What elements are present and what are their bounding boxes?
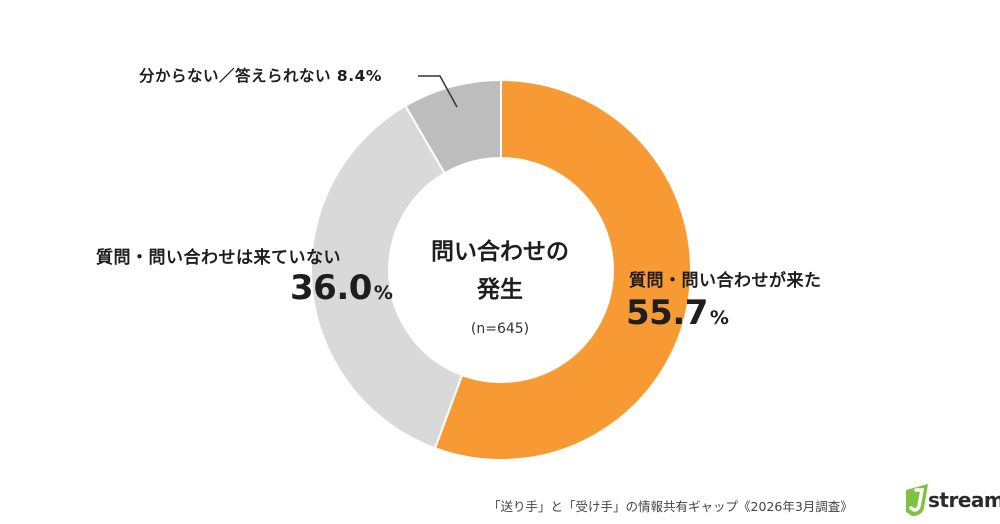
donut-slice-not-came: [310, 104, 464, 450]
source-footnote: 「送り手」と「受け手」の情報共有ギャップ《2026年3月調査》: [488, 499, 853, 514]
slice-label-not-came: 質問・問い合わせは来ていない: [96, 248, 341, 268]
slice-label-came: 質問・問い合わせが来た: [629, 271, 822, 291]
donut-slice-came: [433, 78, 692, 461]
slice-value-not-came-number: 36.0: [290, 268, 372, 308]
donut-slice-unknown: [404, 78, 502, 175]
slice-label-unknown: 分からない／答えられない 8.4%: [139, 64, 382, 86]
center-title-line2: 発生: [477, 277, 523, 303]
jstream-j-mark-icon: [906, 484, 928, 516]
slice-value-not-came: 36.0%: [290, 268, 393, 308]
leader-line-unknown: [418, 75, 458, 108]
slice-value-came-number: 55.7: [626, 293, 708, 333]
jstream-logo: stream: [898, 478, 1000, 522]
jstream-logo-text: stream: [928, 488, 1000, 512]
sample-size-note: (n=645): [470, 321, 530, 337]
slice-value-came-unit: %: [709, 307, 729, 329]
slice-value-came: 55.7%: [626, 293, 729, 333]
slice-value-not-came-unit: %: [373, 282, 393, 304]
slice-label-unknown-text: 分からない／答えられない: [139, 67, 332, 85]
slice-value-unknown: 8.4%: [336, 67, 382, 85]
center-title-line1: 問い合わせの: [431, 239, 569, 265]
